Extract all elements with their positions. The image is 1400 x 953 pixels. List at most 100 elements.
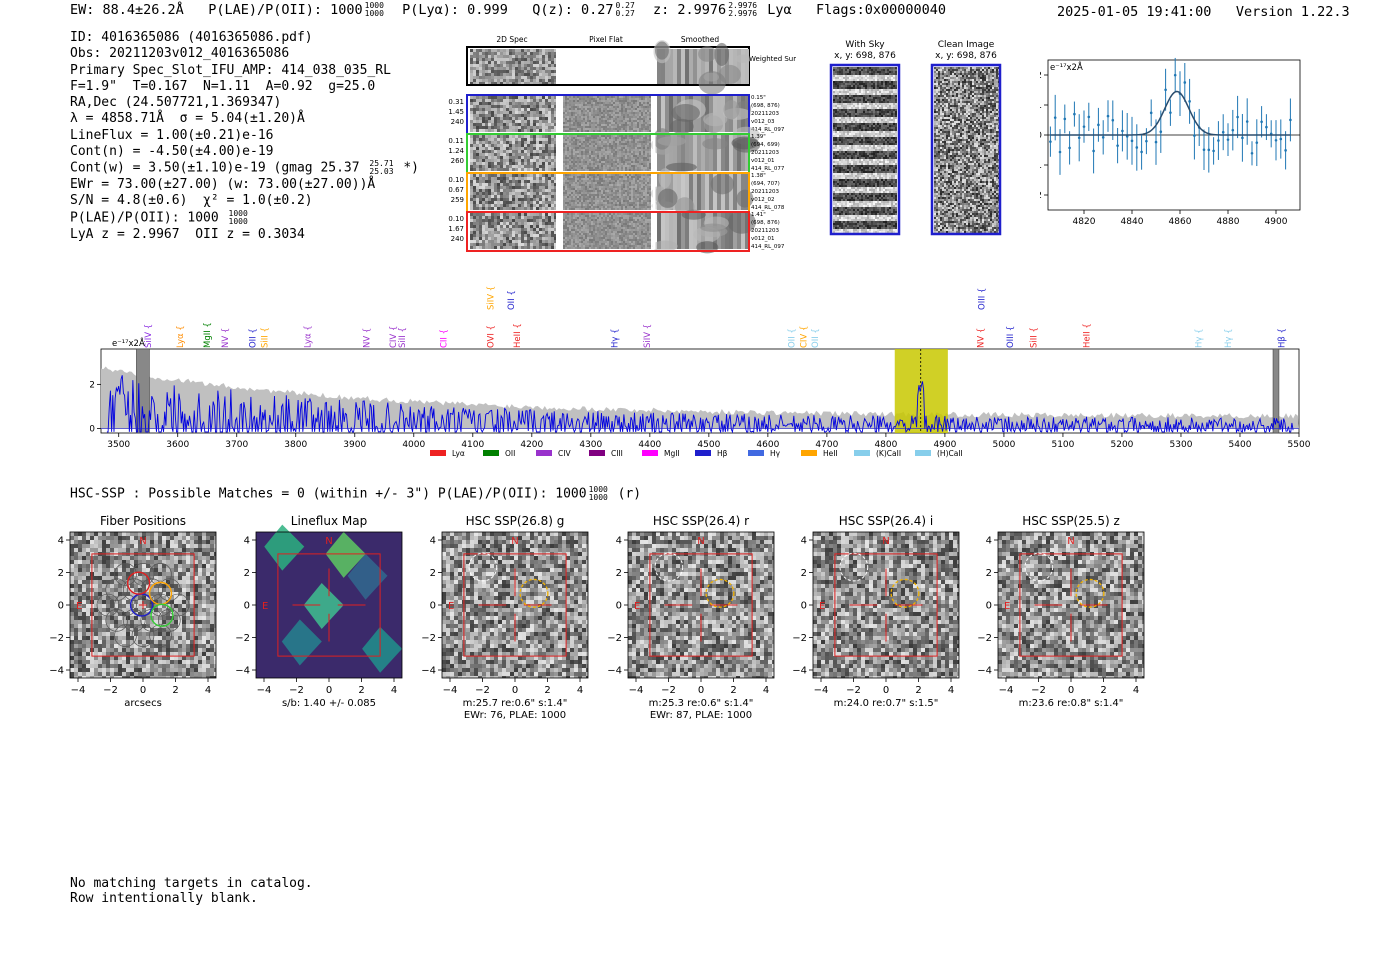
fit-point — [1217, 139, 1220, 142]
fit-point — [1207, 148, 1211, 152]
sky-band-light — [833, 159, 897, 165]
fit-data — [1049, 57, 1292, 175]
fit-point — [1135, 146, 1139, 149]
fit-point — [1049, 140, 1052, 143]
line-label: SiII { — [398, 327, 408, 348]
fiber-circle — [105, 609, 129, 632]
fit-point — [1145, 139, 1148, 143]
panel-ytick-label: 4 — [244, 536, 250, 547]
panel-ytick-label: 0 — [986, 601, 992, 612]
panel-xtick-label: 0 — [326, 685, 332, 696]
plae-fraction: 1000 1000 — [364, 1, 384, 18]
fit-point — [1231, 128, 1235, 132]
panel-ytick-label: −4 — [792, 666, 807, 677]
panel-ytick-label: −4 — [235, 666, 250, 677]
panel-ytick-label: −2 — [607, 633, 622, 644]
imaging-panel: HSC SSP(26.8) g N E 4 2 0 −2 −4 −4 −2 0 2 4 m:25.7 re… — [421, 514, 589, 721]
sky-band-dark — [833, 137, 897, 145]
spectrum-xtick-label: 4900 — [933, 440, 956, 450]
flux-blob — [347, 553, 388, 600]
qz-fraction: 0.27 0.27 — [615, 1, 635, 18]
spectrum-units: e⁻¹⁷x2Å — [112, 337, 145, 349]
panel-xtick-label: −4 — [443, 685, 458, 696]
sky-band-light — [833, 89, 897, 95]
info-obs: Obs: 20211203v012_4016365086 — [70, 46, 290, 62]
row-right-stat: (694, 707) — [751, 181, 780, 187]
fit-point — [1236, 115, 1239, 119]
fit-point — [1149, 111, 1153, 115]
row-smoothed — [652, 209, 756, 254]
east-label: E — [1004, 601, 1010, 612]
line-label: OII { — [249, 328, 259, 348]
line-label: CIV { — [389, 326, 399, 348]
p-lya: P(Lyα): 0.999 — [402, 2, 508, 18]
info-plae-fraction: 1000 1000 — [228, 208, 248, 226]
weighted-2dspec — [470, 49, 556, 84]
line-label: Hγ { — [610, 328, 620, 348]
flux-blob — [362, 626, 403, 673]
row-right-stat: 20211203 — [751, 111, 779, 117]
panel-ytick-label: −2 — [792, 633, 807, 644]
fit-point — [1169, 111, 1172, 114]
line-label: HeII { — [513, 323, 523, 348]
panel-xtick-label: −2 — [475, 685, 490, 696]
counterpart-circle — [890, 578, 920, 608]
search-box — [834, 553, 938, 657]
sky-band-light — [833, 117, 897, 123]
fit-point — [1245, 120, 1249, 123]
panel-xtick-label: 2 — [172, 685, 178, 696]
sky-band-dark — [833, 179, 897, 187]
row-2dspec — [470, 96, 556, 132]
panel-xtick-label: 2 — [730, 685, 736, 696]
info-sn: S/N = 4.8(±0.6) χ² = 1.0(±0.2) — [70, 193, 313, 209]
panel-ytick-label: −2 — [235, 633, 250, 644]
row-left-stat: 0.11 — [448, 137, 464, 145]
line-label: MgII { — [203, 322, 213, 348]
clean-coords: x, y: 698, 876 — [935, 51, 997, 61]
fit-xtick-label: 4900 — [1265, 217, 1288, 227]
legend-label: HeII — [823, 449, 838, 458]
fiber-circle — [114, 563, 137, 586]
line-labels: SiIV {Lyα {MgII {NV {OII {SiII {Lyα {NV … — [144, 286, 1287, 348]
row-right-stat: 0.15" — [751, 95, 766, 101]
line-label: Lyα { — [176, 325, 186, 348]
panel-xtick-label: −2 — [1031, 685, 1046, 696]
row-pixelflat — [563, 135, 651, 171]
row-pixelflat — [563, 96, 651, 132]
line-label-upper: OII { — [507, 290, 517, 310]
spectrum-xtick-label: 4100 — [461, 440, 484, 450]
panel-xtick-label: 4 — [763, 685, 769, 696]
panel-ytick-label: 0 — [244, 601, 250, 612]
row-smoothed — [651, 126, 761, 172]
panel-caption: m:23.6 re:0.8" s:1.4" — [1019, 698, 1124, 709]
sky-band-dark — [833, 123, 897, 131]
z-fraction: 2.9976 2.9976 — [728, 1, 758, 18]
fit-point — [1106, 114, 1110, 118]
spectrum-xtick-label: 3900 — [343, 440, 366, 450]
panel-caption: s/b: 1.40 +/- 0.085 — [282, 698, 376, 709]
fit-point — [1092, 149, 1095, 153]
detection-info: ID: 4016365086 (4016365086.pdf) Obs: 202… — [70, 30, 419, 242]
line-label: CII { — [439, 329, 449, 348]
panel-xtick-label: −4 — [814, 685, 829, 696]
fit-point — [1111, 118, 1115, 122]
fit-point — [1212, 149, 1215, 153]
fiber-circle — [149, 624, 172, 647]
hsc-summary: HSC-SSP : Possible Matches = 0 (within +… — [70, 486, 641, 502]
cutout-row: 0.10 0.67 259 1.38" (694, 707) 20211203 v012_0… — [448, 168, 785, 217]
header-bar: EW: 88.4±26.2Å P(LAE)/P(OII): 1000 1000 10… — [70, 1, 946, 19]
cutout-row: 0.11 1.24 260 1.39" (694, 699) 20211203 v012_0… — [448, 126, 785, 174]
panel-xtick-label: 0 — [1068, 685, 1074, 696]
legend-label: (K)CaII — [876, 449, 901, 458]
sky-band-dark — [833, 67, 897, 75]
spectrum-flux — [106, 375, 1294, 434]
line-fit-plot: e⁻¹⁷x2Å 4820 4840 4860 4880 4900 2 1 0 −1 −2 — [1040, 57, 1301, 227]
counterpart-circle — [519, 578, 549, 608]
panel-title: HSC SSP(26.4) i — [839, 514, 934, 528]
legend-swatch — [483, 450, 499, 456]
cutout-rows: 0.31 1.45 240 0.15" (698, 876) 20211203 v012_0… — [448, 94, 785, 254]
panel-ytick-label: 2 — [58, 568, 64, 579]
col-header-2dspec: 2D Spec — [496, 35, 527, 44]
row-right-stat: (694, 699) — [751, 142, 780, 148]
spectrum-xtick-label: 5200 — [1111, 440, 1134, 450]
